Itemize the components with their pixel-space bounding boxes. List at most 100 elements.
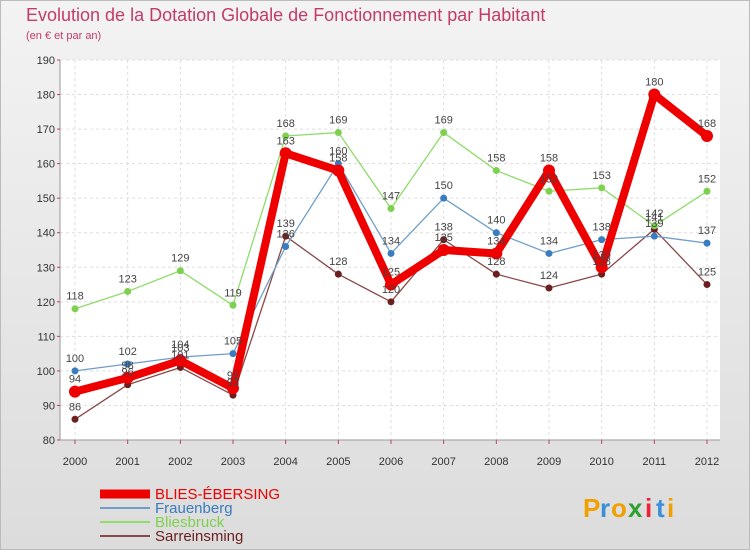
data-label: 98 [122,360,134,372]
data-point [492,270,500,278]
data-point [332,164,345,177]
data-label: 138 [434,222,452,234]
data-point [650,232,658,240]
data-point [440,194,448,202]
legend-label: Bliesbruck [155,514,225,531]
data-label: 119 [224,287,242,299]
data-point [545,249,553,257]
data-point [387,249,395,257]
data-label: 128 [592,256,610,268]
data-label: 152 [698,173,716,185]
data-label: 102 [118,346,136,358]
data-point [279,147,292,160]
data-point [229,350,237,358]
x-tick-label: 2010 [589,456,613,468]
data-point [440,129,448,137]
data-point [650,222,658,230]
logo-letter: x [628,493,643,523]
data-label: 123 [118,273,136,285]
data-label: 128 [329,256,347,268]
legend-label: Sarreinsming [155,528,243,545]
data-point [124,287,132,295]
data-point [334,270,342,278]
data-point [121,371,134,384]
x-tick-label: 2006 [379,456,403,468]
logo-letter: r [600,493,610,523]
data-label: 150 [434,180,452,192]
data-point [124,360,132,368]
legend-label: Frauenberg [155,500,233,517]
data-label: 124 [540,270,558,282]
data-point [598,236,606,244]
x-tick-label: 2001 [115,456,139,468]
data-point [545,284,553,292]
data-point [598,184,606,192]
data-label: 147 [382,191,400,203]
data-label: 104 [171,339,189,351]
chart-title: Evolution de la Dotation Globale de Fonc… [26,5,545,25]
data-label: 130 [592,249,610,261]
data-point [174,354,187,367]
data-label: 158 [487,153,505,165]
data-point [703,187,711,195]
data-label: 120 [382,284,400,296]
logo-letter: P [583,493,600,523]
data-label: 169 [329,115,347,127]
axes: 80 90 100 110 120 130 140 150 160 170 180 190 2000 20… [37,55,720,468]
data-point [282,243,290,251]
data-label: 105 [224,336,242,348]
data-label: 125 [698,267,716,279]
legend-label: BLIES-ÉBERSING [155,486,280,503]
x-tick-label: 2009 [537,456,561,468]
y-tick-label: 120 [37,297,55,309]
data-label: 95 [227,370,239,382]
data-labels: 94 98 103 95 163 158 125 135 134 158 130 180 168 100 1… [66,77,716,414]
data-label: 158 [540,153,558,165]
data-point [440,236,448,244]
chart-subtitle: (en € et par an) [26,30,101,42]
data-point [543,164,555,177]
data-label: 168 [698,118,716,130]
data-label: 180 [645,77,663,89]
data-label: 140 [487,215,505,227]
data-label: 138 [592,222,610,234]
x-tick-label: 2004 [273,456,297,468]
data-point [703,281,711,289]
data-point [595,261,608,274]
data-label: 134 [540,235,558,247]
data-label: 142 [645,208,663,220]
data-point [701,130,713,142]
x-tick-label: 2005 [326,456,350,468]
x-tick-label: 2012 [695,456,719,468]
data-point [229,301,237,309]
data-label: 139 [645,218,663,230]
data-label: 101 [171,349,189,361]
logo-letter: o [611,493,627,523]
y-tick-label: 100 [37,366,55,378]
y-tick-label: 160 [37,159,55,171]
data-point [282,132,290,140]
data-label: 93 [227,377,239,389]
data-point [71,367,79,375]
data-point [71,305,79,313]
y-tick-label: 190 [37,55,55,67]
y-tick-label: 90 [43,400,55,412]
legend: BLIES-ÉBERSINGFrauenbergBliesbruckSarrei… [100,486,280,545]
data-label: 158 [329,153,347,165]
x-tick-label: 2011 [643,456,667,468]
y-tick-label: 130 [37,262,55,274]
y-tick-label: 80 [43,435,55,447]
data-label: 169 [434,115,452,127]
data-label: 134 [382,235,400,247]
data-point [703,239,711,247]
logo-letter: i [645,493,652,523]
data-label: 136 [276,229,294,241]
data-label: 141 [645,211,663,223]
plot-area [60,60,720,440]
data-point [387,298,395,306]
data-point [385,278,397,291]
data-point [490,247,503,260]
data-point [69,385,81,398]
